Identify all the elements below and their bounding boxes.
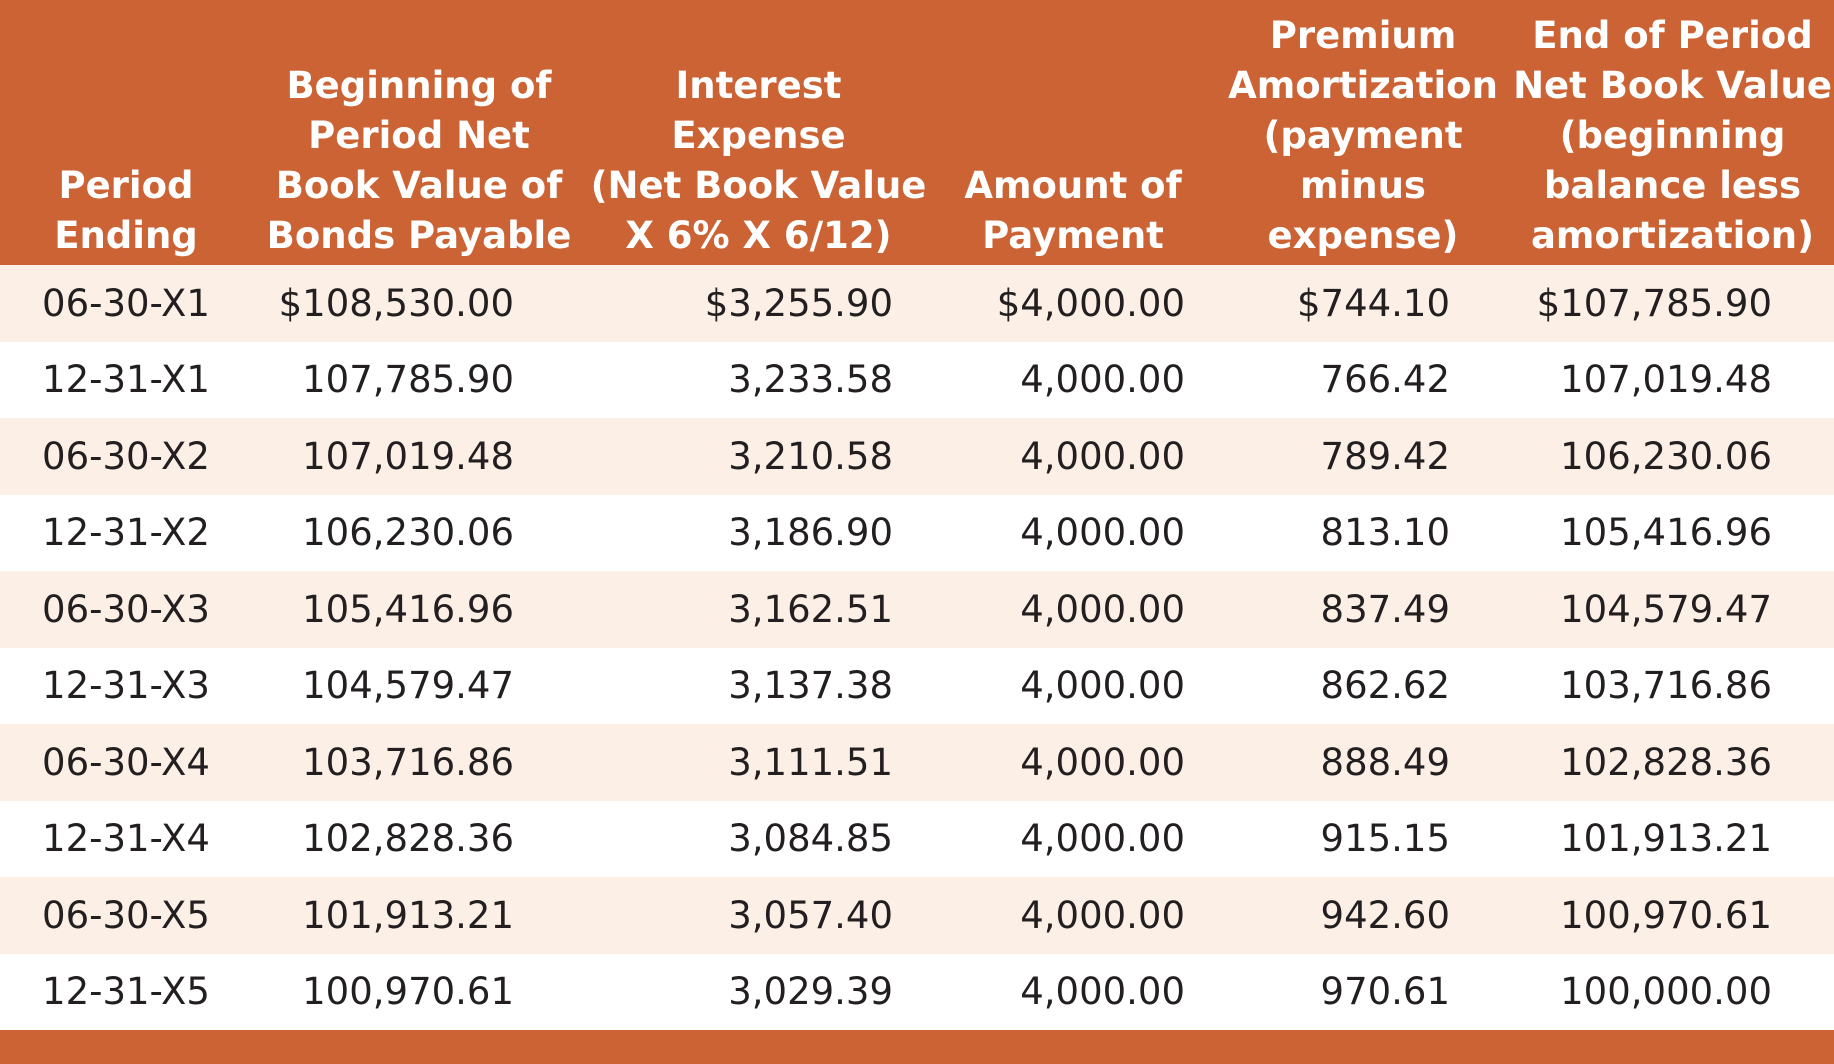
table-row: 12-31-X1 107,785.90 3,233.58 4,000.00 76…: [0, 341, 1834, 418]
cell-beginning-value: 106,230.06: [302, 511, 514, 555]
table-row: 06-30-X4 103,716.86 3,111.51 4,000.00 88…: [0, 724, 1834, 801]
header-premium-amortization: Premium Amortization (payment minus expe…: [1228, 14, 1498, 257]
cell-end-value: $107,785.90: [1536, 281, 1772, 325]
cell-payment: $4,000.00: [996, 281, 1185, 325]
cell-period-ending: 06-30-X2: [42, 434, 210, 478]
cell-interest-expense: 3,233.58: [728, 358, 893, 402]
header-beginning-net-book-value: Beginning of Period Net Book Value of Bo…: [266, 64, 572, 257]
table-row: 12-31-X3 104,579.47 3,137.38 4,000.00 86…: [0, 647, 1834, 724]
cell-premium-amortization: 789.42: [1320, 434, 1450, 478]
cell-beginning-value: 102,828.36: [302, 817, 514, 861]
cell-premium-amortization: 915.15: [1320, 817, 1450, 861]
table-footer-bar: [0, 1030, 1834, 1064]
cell-premium-amortization: 837.49: [1320, 587, 1450, 631]
cell-payment: 4,000.00: [1020, 893, 1185, 937]
cell-payment: 4,000.00: [1020, 740, 1185, 784]
cell-beginning-value: 103,716.86: [302, 740, 514, 784]
cell-interest-expense: 3,210.58: [728, 434, 893, 478]
cell-period-ending: 06-30-X5: [42, 893, 210, 937]
cell-payment: 4,000.00: [1020, 434, 1185, 478]
cell-end-value: 101,913.21: [1560, 817, 1772, 861]
cell-end-value: 102,828.36: [1560, 740, 1772, 784]
cell-end-value: 104,579.47: [1560, 587, 1772, 631]
table-row: 06-30-X5 101,913.21 3,057.40 4,000.00 94…: [0, 877, 1834, 954]
table-row: 06-30-X1 $108,530.00 $3,255.90 $4,000.00…: [0, 265, 1834, 342]
cell-end-value: 100,000.00: [1560, 970, 1772, 1014]
cell-payment: 4,000.00: [1020, 511, 1185, 555]
cell-end-value: 106,230.06: [1560, 434, 1772, 478]
cell-period-ending: 12-31-X1: [42, 358, 210, 402]
cell-payment: 4,000.00: [1020, 970, 1185, 1014]
cell-premium-amortization: 888.49: [1320, 740, 1450, 784]
cell-beginning-value: 107,785.90: [302, 358, 514, 402]
cell-premium-amortization: 813.10: [1320, 511, 1450, 555]
cell-period-ending: 12-31-X2: [42, 511, 210, 555]
cell-end-value: 105,416.96: [1560, 511, 1772, 555]
cell-premium-amortization: 862.62: [1320, 664, 1450, 708]
cell-beginning-value: 107,019.48: [302, 434, 514, 478]
table-header: Period Ending Beginning of Period Net Bo…: [0, 0, 1834, 265]
cell-end-value: 107,019.48: [1560, 358, 1772, 402]
cell-end-value: 100,970.61: [1560, 893, 1772, 937]
cell-interest-expense: 3,084.85: [728, 817, 893, 861]
table-row: 12-31-X2 106,230.06 3,186.90 4,000.00 81…: [0, 494, 1834, 571]
cell-period-ending: 12-31-X3: [42, 664, 210, 708]
header-amount-of-payment: Amount of Payment: [964, 164, 1182, 257]
cell-interest-expense: 3,029.39: [728, 970, 893, 1014]
cell-premium-amortization: 766.42: [1320, 358, 1450, 402]
cell-period-ending: 12-31-X5: [42, 970, 210, 1014]
cell-period-ending: 06-30-X4: [42, 740, 210, 784]
header-interest-expense: Interest Expense (Net Book Value X 6% X …: [590, 64, 927, 257]
header-end-net-book-value: End of Period Net Book Value (beginning …: [1513, 14, 1832, 257]
cell-premium-amortization: 970.61: [1320, 970, 1450, 1014]
table-row: 12-31-X4 102,828.36 3,084.85 4,000.00 91…: [0, 800, 1834, 877]
table-row: 12-31-X5 100,970.61 3,029.39 4,000.00 97…: [0, 953, 1834, 1030]
cell-period-ending: 06-30-X3: [42, 587, 210, 631]
cell-interest-expense: 3,186.90: [728, 511, 893, 555]
table-row: 06-30-X3 105,416.96 3,162.51 4,000.00 83…: [0, 571, 1834, 648]
cell-beginning-value: 104,579.47: [302, 664, 514, 708]
table-body: 06-30-X1 $108,530.00 $3,255.90 $4,000.00…: [0, 265, 1834, 1030]
cell-interest-expense: 3,162.51: [728, 587, 893, 631]
cell-interest-expense: 3,057.40: [728, 893, 893, 937]
table-row: 06-30-X2 107,019.48 3,210.58 4,000.00 78…: [0, 418, 1834, 495]
cell-end-value: 103,716.86: [1560, 664, 1772, 708]
cell-payment: 4,000.00: [1020, 587, 1185, 631]
cell-period-ending: 06-30-X1: [42, 281, 210, 325]
cell-beginning-value: 100,970.61: [302, 970, 514, 1014]
cell-interest-expense: 3,111.51: [728, 740, 893, 784]
cell-beginning-value: 101,913.21: [302, 893, 514, 937]
cell-payment: 4,000.00: [1020, 817, 1185, 861]
cell-premium-amortization: 942.60: [1320, 893, 1450, 937]
cell-beginning-value: $108,530.00: [278, 281, 514, 325]
cell-premium-amortization: $744.10: [1296, 281, 1450, 325]
cell-payment: 4,000.00: [1020, 664, 1185, 708]
cell-beginning-value: 105,416.96: [302, 587, 514, 631]
header-period-ending: Period Ending: [54, 164, 198, 257]
cell-interest-expense: 3,137.38: [728, 664, 893, 708]
cell-period-ending: 12-31-X4: [42, 817, 210, 861]
cell-payment: 4,000.00: [1020, 358, 1185, 402]
cell-interest-expense: $3,255.90: [704, 281, 893, 325]
